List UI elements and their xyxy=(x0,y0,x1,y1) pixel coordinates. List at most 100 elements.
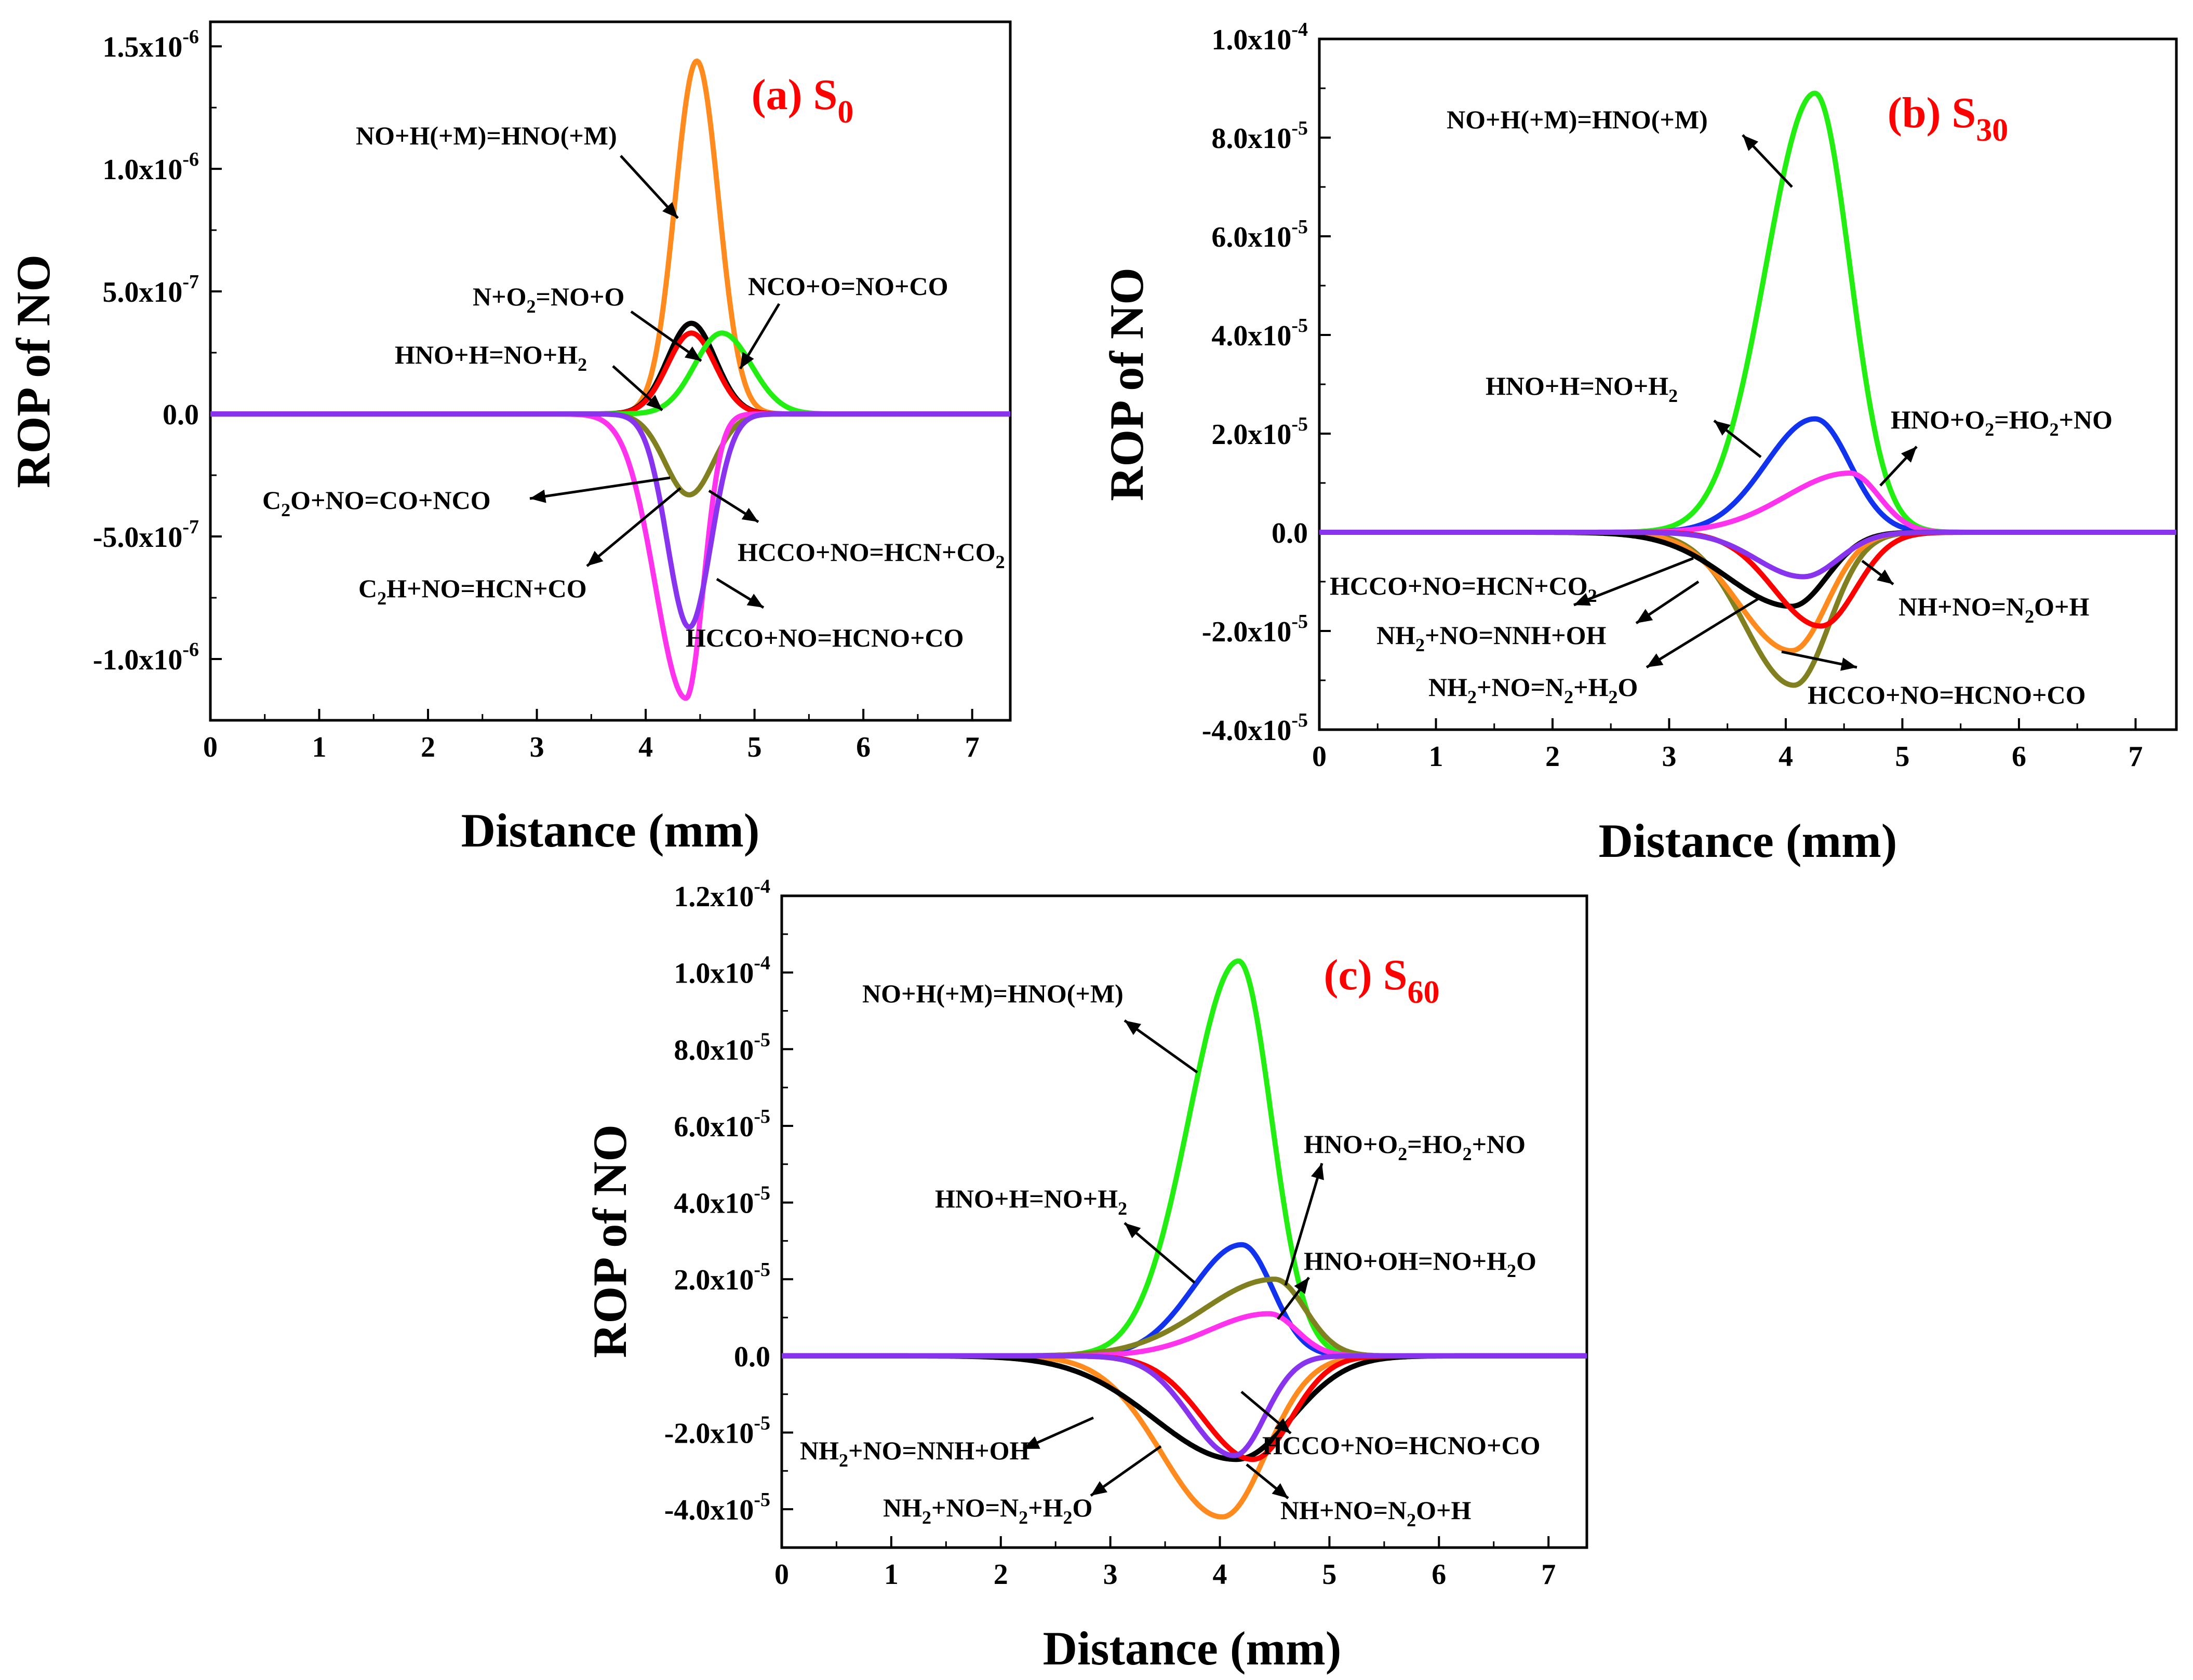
x-tick-label: 0 xyxy=(203,731,218,763)
annotation-arrow xyxy=(1781,650,1857,671)
annotation-arrow xyxy=(739,303,781,370)
x-tick-label: 2 xyxy=(994,1558,1008,1591)
x-tick-label: 6 xyxy=(2012,741,2026,773)
y-axis-title: ROP of NO xyxy=(7,254,60,488)
x-tick-label: 2 xyxy=(1545,741,1560,773)
y-tick-label: 1.0x10-4 xyxy=(674,952,770,990)
y-tick-label: 2.0x10-5 xyxy=(1211,413,1308,451)
panel-title: (c) S60 xyxy=(1324,951,1440,1010)
annotation-arrow xyxy=(1861,560,1894,585)
x-tick-label: 1 xyxy=(312,731,327,763)
x-tick-label: 3 xyxy=(530,731,544,763)
chart-panel-0: 0 1 2 3 4 5 6 7 -1.0x10-6 -5.0x10-7 0.0 5.0x10-7 1.0… xyxy=(7,20,1012,857)
annotation-arrow xyxy=(1879,446,1918,487)
y-tick-label: 6.0x10-5 xyxy=(674,1106,770,1143)
chart-panel-2: 0 1 2 3 4 5 6 7 -4.0x10-5 -2.0x10-5 0.0 2.0x10-5 4.0… xyxy=(583,876,1588,1675)
y-tick-label: 5.0x10-7 xyxy=(102,271,199,308)
y-tick-label: -4.0x10-5 xyxy=(1202,709,1308,747)
annotation-arrow xyxy=(1573,557,1694,607)
annotation-label: HNO+H=NO+H2 xyxy=(395,340,587,375)
x-tick-label: 7 xyxy=(1541,1558,1556,1591)
annotation-label: NH2+NO=NNH+OH xyxy=(1376,621,1606,655)
x-tick-label: 7 xyxy=(2128,741,2143,773)
x-tick-label: 4 xyxy=(638,731,653,763)
series-line-0 xyxy=(1318,90,2178,535)
y-tick-label: 1.0x10-6 xyxy=(102,149,199,186)
annotation-arrow xyxy=(1646,596,1762,669)
y-tick-label: 1.2x10-4 xyxy=(674,876,770,913)
x-tick-label: 7 xyxy=(965,731,980,763)
y-tick-label: -5.0x10-7 xyxy=(93,516,199,554)
series-line-3 xyxy=(209,330,1012,417)
annotation-label: NH+NO=N2O+H xyxy=(1898,592,2089,627)
annotation-label: HCCO+NO=HCNO+CO xyxy=(686,623,964,652)
y-tick-label: 0.0 xyxy=(1272,517,1308,549)
y-tick-label: 1.5x10-6 xyxy=(102,26,199,63)
plot-frame xyxy=(780,894,1588,1549)
x-tick-label: 1 xyxy=(884,1558,899,1591)
x-tick-label: 2 xyxy=(421,731,435,763)
x-axis-title: Distance (mm) xyxy=(1599,814,1897,867)
x-tick-label: 1 xyxy=(1428,741,1443,773)
annotation-arrow xyxy=(612,365,663,411)
annotation-label: NH2+NO=NNH+OH xyxy=(800,1436,1029,1471)
annotation-label: NH2+NO=N2+H2O xyxy=(1428,673,1638,707)
annotation-arrow xyxy=(1124,1019,1198,1074)
y-axis-title: ROP of NO xyxy=(583,1124,636,1358)
annotation-label: HNO+H=NO+H2 xyxy=(935,1184,1127,1219)
annotation-arrow xyxy=(620,155,679,219)
x-tick-label: 5 xyxy=(1322,1558,1336,1591)
annotation-arrow xyxy=(708,489,759,523)
annotation-label: NO+H(+M)=HNO(+M) xyxy=(356,121,617,150)
y-tick-label: 0.0 xyxy=(163,399,199,431)
y-tick-label: 2.0x10-5 xyxy=(674,1259,770,1296)
annotation-label: HNO+H=NO+H2 xyxy=(1486,371,1678,406)
annotation-label: C2H+NO=HCN+CO xyxy=(358,574,587,609)
annotation-label: HCCO+NO=HCN+CO2 xyxy=(1330,571,1597,606)
annotation-arrow xyxy=(1277,1276,1310,1320)
annotation-arrow xyxy=(1124,1222,1196,1284)
annotation-label: HCCO+NO=HCNO+CO xyxy=(1262,1431,1540,1460)
panel-title: (a) S0 xyxy=(752,71,854,130)
x-tick-label: 6 xyxy=(856,731,871,763)
annotation-label: NH2+NO=N2+H2O xyxy=(883,1493,1092,1528)
x-axis-title: Distance (mm) xyxy=(461,804,760,857)
x-tick-label: 0 xyxy=(1312,741,1327,773)
y-axis-title: ROP of NO xyxy=(1100,267,1153,501)
panel-title: (b) S30 xyxy=(1888,89,2008,148)
x-tick-label: 0 xyxy=(774,1558,789,1591)
annotation-label: NH+NO=N2O+H xyxy=(1280,1496,1471,1530)
series-line-2 xyxy=(209,330,1012,417)
series-line-0 xyxy=(209,58,1012,417)
annotation-arrow xyxy=(1022,1416,1094,1450)
x-tick-label: 4 xyxy=(1213,1558,1227,1591)
annotation-arrow xyxy=(716,577,765,609)
x-axis-title: Distance (mm) xyxy=(1043,1622,1342,1675)
x-tick-label: 5 xyxy=(747,731,762,763)
annotation-label: N+O2=NO+O xyxy=(473,282,624,317)
annotation-label: NO+H(+M)=HNO(+M) xyxy=(862,979,1124,1008)
series-line-6 xyxy=(209,411,1012,630)
annotation-label: HNO+O2=HO2+NO xyxy=(1304,1130,1526,1164)
annotation-arrow xyxy=(1246,1463,1289,1499)
annotation-arrow xyxy=(586,487,681,567)
x-tick-label: 3 xyxy=(1662,741,1676,773)
y-tick-label: -2.0x10-5 xyxy=(1202,611,1308,648)
y-tick-label: -1.0x10-6 xyxy=(93,639,199,676)
series-line-1 xyxy=(209,320,1012,417)
annotation-label: HCCO+NO=HCNO+CO xyxy=(1808,680,2085,709)
y-tick-label: 4.0x10-5 xyxy=(1211,315,1308,352)
plot-frame xyxy=(209,20,1012,722)
y-tick-label: 8.0x10-5 xyxy=(674,1029,770,1066)
annotation-arrow xyxy=(1713,420,1762,458)
series-line-7 xyxy=(1318,530,2178,580)
annotation-arrow xyxy=(630,310,702,362)
y-tick-label: 8.0x10-5 xyxy=(1211,117,1308,155)
y-tick-label: 0.0 xyxy=(734,1341,770,1373)
annotation-label: NO+H(+M)=HNO(+M) xyxy=(1447,105,1708,134)
annotation-arrow xyxy=(1284,1163,1324,1286)
annotation-label: HNO+O2=HO2+NO xyxy=(1891,405,2112,440)
chart-panels: 0 1 2 3 4 5 6 7 -1.0x10-6 -5.0x10-7 0.0 5.0x10-7 1.0… xyxy=(7,19,2178,1675)
annotation-label: HNO+OH=NO+H2O xyxy=(1304,1246,1536,1281)
